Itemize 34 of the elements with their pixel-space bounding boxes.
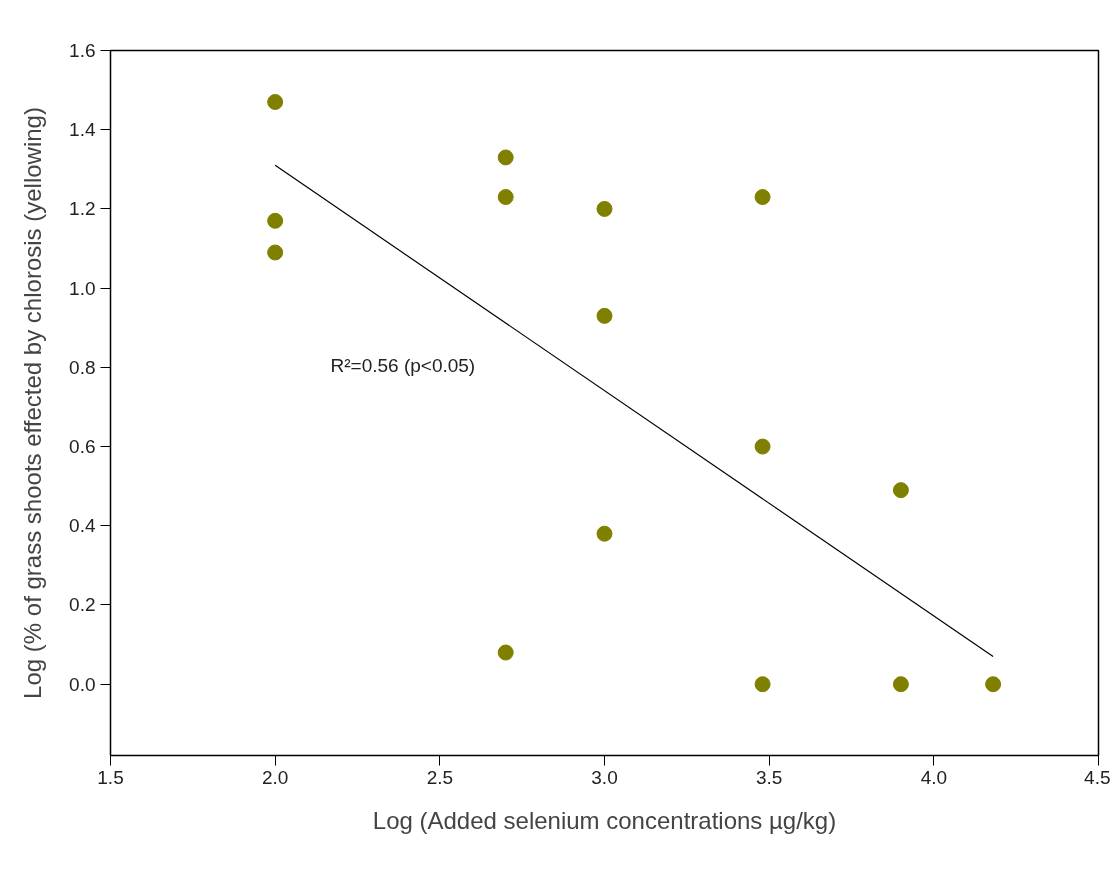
x-tick-label: 3.5 <box>755 766 783 788</box>
point <box>892 676 909 693</box>
point <box>754 189 771 206</box>
y-tick-label: 0.0 <box>69 673 96 695</box>
point <box>892 482 909 499</box>
y-tick-label: 0.8 <box>69 356 96 378</box>
x-tick-label: 1.5 <box>97 766 124 788</box>
y-tick-label: 0.4 <box>69 515 96 537</box>
x-tick-label: 4.0 <box>920 766 948 788</box>
y-tick-label: 1.4 <box>69 119 96 141</box>
point <box>267 244 284 261</box>
point <box>596 525 613 542</box>
y-axis-title: Log (% of grass shoots effected by chlorosis (yellowing) <box>19 107 47 699</box>
point <box>267 212 284 229</box>
x-tick-label: 2.5 <box>426 766 454 788</box>
x-tick-label: 4.5 <box>1084 766 1111 788</box>
x-axis-title: Log (Added selenium concentrations µg/kg) <box>372 806 837 834</box>
x-tick-label: 3.0 <box>591 766 618 788</box>
y-tick-label: 0.2 <box>69 594 96 616</box>
point <box>596 200 613 217</box>
point <box>596 307 613 324</box>
point <box>754 676 771 693</box>
x-tick-label: 2.0 <box>261 766 289 788</box>
y-tick-label: 1.2 <box>69 198 96 220</box>
point <box>497 189 514 206</box>
point <box>985 676 1002 693</box>
point <box>754 438 771 455</box>
annotation: R²=0.56 (p<0.05) <box>330 354 476 376</box>
point <box>267 94 284 110</box>
point <box>497 644 514 661</box>
y-tick-label: 0.6 <box>69 436 96 458</box>
point <box>497 149 514 166</box>
y-tick-label: 1.6 <box>69 40 96 61</box>
y-tick-label: 1.0 <box>69 277 96 299</box>
